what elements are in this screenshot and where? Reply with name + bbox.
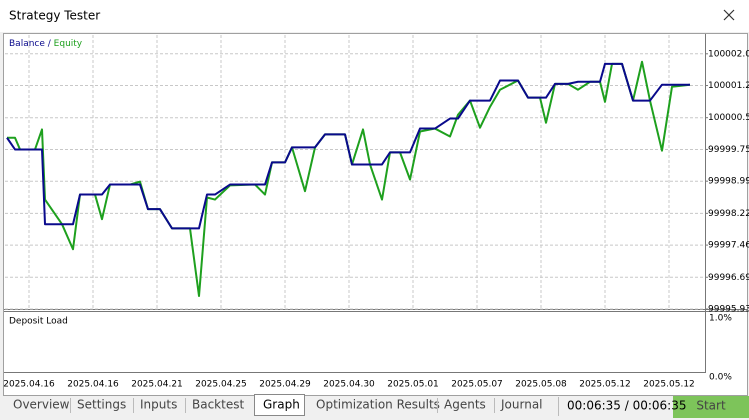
x-tick-label: 2025.04.30 (323, 380, 375, 390)
window-title: Strategy Tester (9, 9, 100, 23)
x-tick-label: 2025.05.07 (451, 380, 503, 390)
tab[interactable]: Optimization Results (316, 398, 440, 412)
deposit-load-title: Deposit Load (9, 317, 68, 327)
tab[interactable]: Journal (500, 398, 543, 412)
tab[interactable]: Inputs (140, 398, 177, 412)
x-tick-label: 2025.04.25 (195, 380, 247, 390)
x-tick-label: 2025.05.12 (579, 380, 631, 390)
x-tick-label: 2025.04.16 (3, 380, 55, 390)
y-tick-label: 99998.99 (708, 177, 749, 187)
active-tab (254, 394, 305, 416)
chart-frame (3, 33, 748, 396)
y-tick-label: 99997.46 (708, 241, 749, 251)
y-tick-label: 100002.04 (708, 49, 749, 59)
series-line (7, 60, 691, 298)
legend-entry: Balance (9, 39, 45, 49)
start-button-label[interactable]: Start (696, 399, 726, 413)
y-tick-label: 99998.22 (708, 209, 749, 219)
legend-entry: Equity (54, 39, 83, 49)
y-tick-label: 99995.93 (708, 305, 749, 315)
x-tick-label: 2025.05.01 (387, 380, 439, 390)
legend-separator: / (45, 39, 54, 49)
start-button[interactable] (673, 396, 749, 418)
x-tick-label: 2025.05.08 (515, 380, 567, 390)
legend: Balance / Equity (9, 39, 83, 49)
y-tick-label: 99999.75 (708, 145, 749, 155)
title-bar (0, 0, 749, 32)
x-tick-label: 2025.04.21 (131, 380, 183, 390)
x-tick-label: 2025.04.29 (259, 380, 311, 390)
deposit-load-tick: 1.0% (709, 314, 732, 324)
tab[interactable]: Agents (444, 398, 486, 412)
tab[interactable]: Graph (263, 398, 300, 412)
series-line (6, 62, 690, 230)
tab-bar (0, 396, 749, 420)
tab[interactable]: Settings (77, 398, 126, 412)
y-tick-label: 100000.51 (708, 113, 749, 123)
x-tick-label: 2025.05.12 (643, 380, 695, 390)
y-tick-label: 99996.69 (708, 273, 749, 283)
tab[interactable]: Overview (13, 398, 70, 412)
deposit-load-tick: 0.0% (709, 373, 732, 383)
close-button[interactable] (723, 9, 735, 21)
x-tick-label: 2025.04.16 (67, 380, 119, 390)
y-tick-label: 100001.28 (708, 81, 749, 91)
tab[interactable]: Backtest (192, 398, 244, 412)
elapsed-time: 00:06:35 / 00:06:35 (567, 399, 686, 413)
